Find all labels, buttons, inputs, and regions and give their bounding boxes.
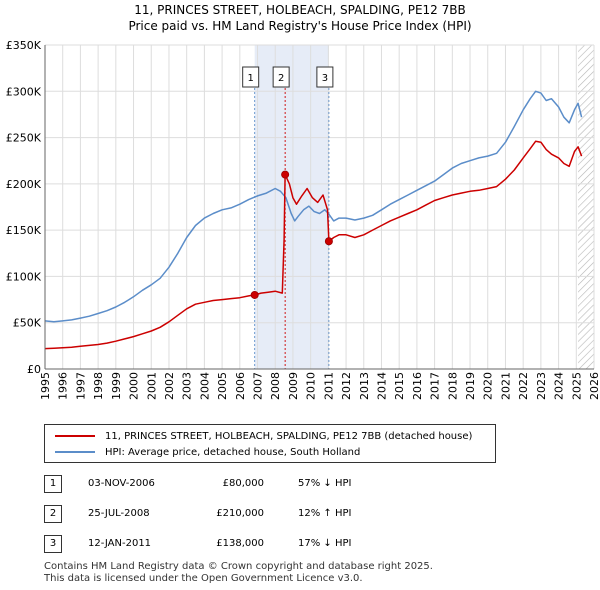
transaction-row: 3 12-JAN-2011 £138,000 17% ↓ HPI	[44, 535, 444, 553]
y-tick-label: £100K	[6, 270, 42, 283]
legend-item-hpi: HPI: Average price, detached house, Sout…	[45, 444, 360, 460]
sale-label-text: 1	[247, 73, 253, 84]
x-tick-label: 2020	[482, 372, 495, 400]
x-tick-label: 2023	[535, 372, 548, 400]
x-tick-label: 2000	[128, 372, 141, 400]
transaction-number: 1	[44, 475, 62, 493]
x-tick-label: 2013	[358, 372, 371, 400]
x-tick-label: 2006	[234, 372, 247, 400]
chart-title-line2: Price paid vs. HM Land Registry's House …	[128, 19, 472, 33]
x-tick-label: 2011	[322, 372, 335, 400]
x-tick-label: 2018	[446, 372, 459, 400]
transaction-number: 2	[44, 505, 62, 523]
transaction-hpi-diff: 17% ↓ HPI	[298, 538, 352, 549]
footer-copyright: Contains HM Land Registry data © Crown c…	[44, 561, 433, 572]
forecast-hatch	[578, 45, 594, 369]
legend-label-hpi: HPI: Average price, detached house, Sout…	[105, 446, 361, 458]
sale-point	[250, 290, 259, 299]
x-tick-label: 2008	[269, 372, 282, 400]
x-tick-label: 2017	[429, 372, 442, 400]
transaction-hpi-diff: 57% ↓ HPI	[298, 478, 352, 489]
x-tick-label: 2003	[181, 372, 194, 400]
y-tick-label: £350K	[6, 39, 42, 52]
legend: 11, PRINCES STREET, HOLBEACH, SPALDING, …	[44, 424, 496, 463]
transaction-date: 03-NOV-2006	[88, 478, 155, 489]
transaction-date: 12-JAN-2011	[88, 538, 152, 549]
x-tick-label: 2026	[588, 372, 600, 400]
x-tick-label: 2009	[287, 372, 300, 400]
sale-label-box	[242, 66, 260, 88]
x-tick-label: 1996	[57, 372, 70, 400]
x-tick-label: 2002	[163, 372, 176, 400]
transaction-date: 25-JUL-2008	[88, 508, 150, 519]
hpi-line	[45, 90, 583, 323]
x-tick-label: 2004	[198, 372, 211, 400]
sale-label-box	[316, 66, 334, 88]
x-tick-label: 2012	[340, 372, 353, 400]
x-tick-label: 2001	[145, 372, 158, 400]
transaction-price: £210,000	[216, 508, 264, 519]
sale-label-text: 3	[322, 73, 328, 84]
x-tick-label: 2025	[570, 372, 583, 400]
transaction-row: 1 03-NOV-2006 £80,000 57% ↓ HPI	[44, 475, 444, 493]
transaction-hpi-diff: 12% ↑ HPI	[298, 508, 352, 519]
x-tick-label: 2016	[411, 372, 424, 400]
x-tick-label: 2019	[464, 372, 477, 400]
legend-label-property: 11, PRINCES STREET, HOLBEACH, SPALDING, …	[105, 430, 473, 442]
x-tick-label: 1995	[39, 372, 52, 400]
footer-licence: This data is licensed under the Open Gov…	[44, 573, 363, 584]
x-tick-label: 2007	[252, 372, 265, 400]
x-tick-label: 2014	[375, 372, 388, 400]
x-tick-label: 2005	[216, 372, 229, 400]
transaction-price: £138,000	[216, 538, 264, 549]
x-tick-label: 2021	[499, 372, 512, 400]
legend-swatch-property	[55, 435, 95, 437]
y-tick-label: £0	[27, 363, 41, 376]
y-tick-label: £300K	[6, 85, 42, 98]
transaction-row: 2 25-JUL-2008 £210,000 12% ↑ HPI	[44, 505, 444, 523]
legend-swatch-hpi	[55, 451, 95, 453]
transaction-number: 3	[44, 535, 62, 553]
y-tick-label: £50K	[13, 317, 42, 330]
ownership-band	[254, 45, 329, 369]
price-chart: 1 2 3 £0 £50K £100K £150K £200K £250K £300K £350K 1…	[6, 39, 600, 400]
sale-point	[324, 237, 333, 246]
property-price-line	[45, 140, 583, 350]
x-tick-label: 1998	[92, 372, 105, 400]
sale-point	[281, 170, 290, 179]
y-tick-label: £200K	[6, 178, 42, 191]
x-tick-label: 2024	[553, 372, 566, 400]
y-tick-label: £150K	[6, 224, 42, 237]
x-tick-label: 2022	[517, 372, 530, 400]
x-tick-label: 2010	[305, 372, 318, 400]
legend-item-property: 11, PRINCES STREET, HOLBEACH, SPALDING, …	[45, 428, 472, 444]
x-tick-label: 1997	[74, 372, 87, 400]
x-tick-label: 2015	[393, 372, 406, 400]
y-tick-label: £250K	[6, 132, 42, 145]
transaction-price: £80,000	[222, 478, 264, 489]
sale-label-box	[272, 66, 290, 88]
sale-label-text: 2	[278, 73, 284, 84]
chart-title-line1: 11, PRINCES STREET, HOLBEACH, SPALDING, …	[134, 3, 466, 17]
x-tick-label: 1999	[110, 372, 123, 400]
